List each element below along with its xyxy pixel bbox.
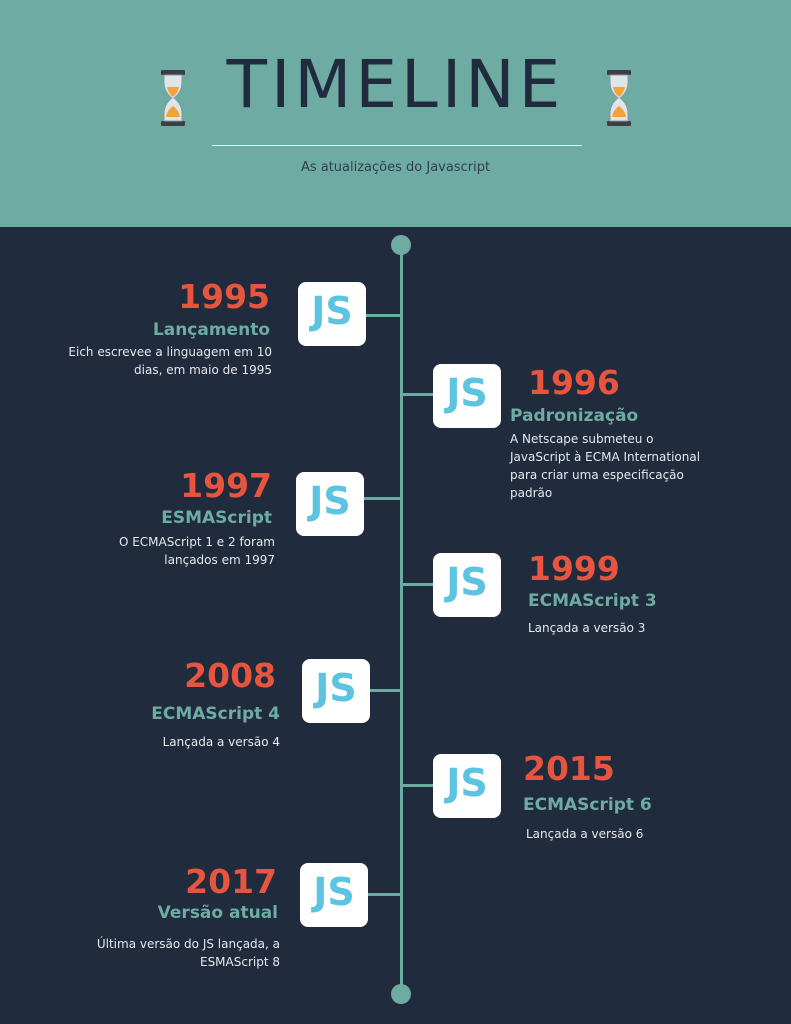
timeline-connector <box>401 583 435 586</box>
timeline-connector <box>364 497 402 500</box>
timeline-spine <box>400 244 403 994</box>
event-label: ECMAScript 6 <box>523 795 652 815</box>
event-description: Lançada a versão 4 <box>162 735 280 749</box>
javascript-logo-icon: JS <box>296 472 364 536</box>
timeline-connector <box>401 393 435 396</box>
event-year: 1996 <box>528 363 620 402</box>
hourglass-icon <box>161 70 185 126</box>
event-description: O ECMAScript 1 e 2 foram lançados em 199… <box>118 535 275 567</box>
timeline-connector <box>369 689 402 692</box>
timeline-end-dot <box>391 984 411 1004</box>
timeline-body <box>0 227 791 1024</box>
event-label: Padronização <box>510 406 639 426</box>
timeline-connector <box>366 314 402 317</box>
event-year: 2015 <box>523 749 615 788</box>
javascript-logo-icon: JS <box>302 659 370 723</box>
timeline-start-dot <box>391 235 411 255</box>
event-year: 2017 <box>185 862 277 901</box>
event-year: 2008 <box>184 656 276 695</box>
javascript-logo-icon: JS <box>433 364 501 428</box>
event-label: Lançamento <box>152 320 270 340</box>
hourglass-icon <box>607 70 631 126</box>
timeline-connector <box>401 784 435 787</box>
javascript-logo-icon: JS <box>433 553 501 617</box>
event-description: A Netscape submeteu o JavaScript à ECMA … <box>510 432 701 500</box>
event-description: Eich escrevee a linguagem em 10 dias, em… <box>68 345 272 377</box>
event-description: Lançada a versão 3 <box>528 621 646 635</box>
event-label: ECMAScript 3 <box>528 591 657 611</box>
javascript-logo-icon: JS <box>433 754 501 818</box>
event-label: ECMAScript 4 <box>151 704 280 724</box>
event-label: ESMAScript <box>161 508 272 528</box>
title-divider <box>212 145 582 146</box>
header-banner: TIMELINE As atualizações do Javascript <box>0 0 791 227</box>
timeline-connector <box>368 893 402 896</box>
page-title: TIMELINE <box>226 46 565 123</box>
event-description: Última versão do JS lançada, a ESMAScrip… <box>96 937 280 969</box>
event-year: 1997 <box>180 466 272 505</box>
page-subtitle: As atualizações do Javascript <box>300 160 491 175</box>
javascript-logo-icon: JS <box>300 863 368 927</box>
event-year: 1999 <box>528 549 620 588</box>
event-description: Lançada a versão 6 <box>526 827 644 841</box>
javascript-logo-icon: JS <box>298 282 366 346</box>
event-year: 1995 <box>178 277 270 316</box>
event-label: Versão atual <box>157 903 278 923</box>
